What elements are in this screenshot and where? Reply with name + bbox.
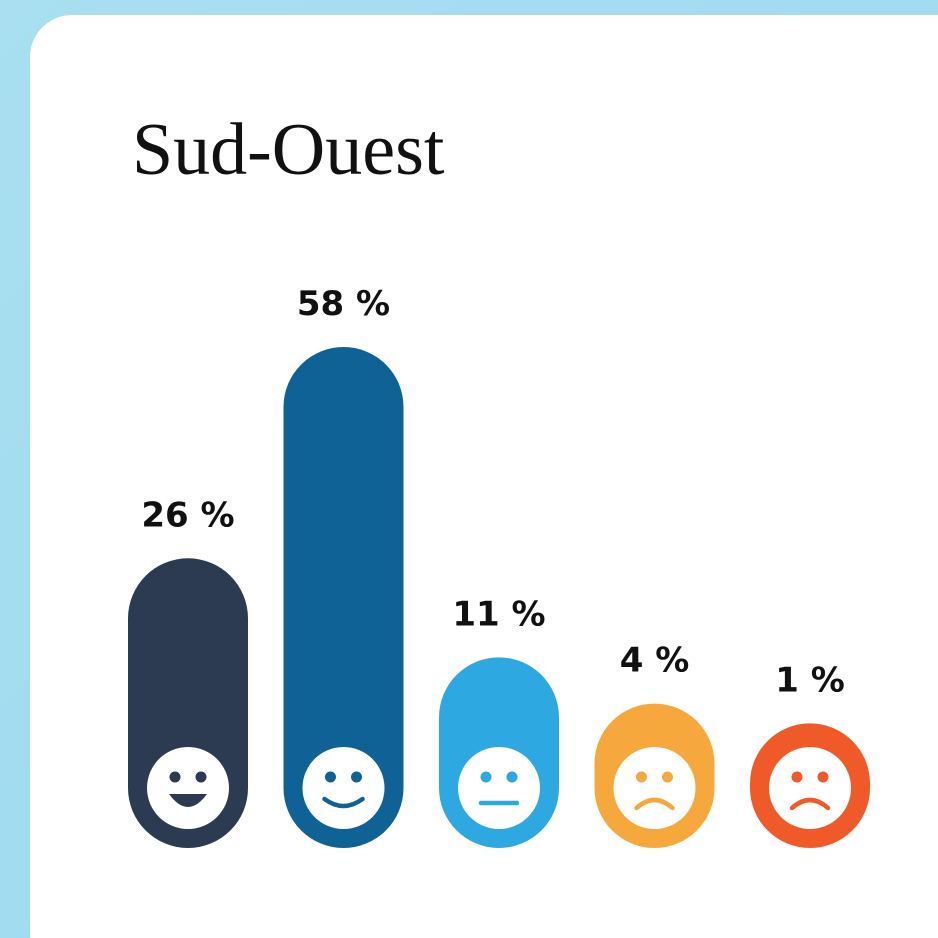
bar <box>283 347 404 848</box>
value-label: 1 % <box>775 660 845 700</box>
face-eye <box>506 771 518 783</box>
bars: 26 % 58 % 11 % 4 % 1 % <box>128 284 870 848</box>
face-mouth <box>322 796 365 809</box>
face-eye <box>351 771 362 783</box>
face-eye <box>169 771 181 783</box>
face-mouth <box>169 794 207 807</box>
face-eye <box>325 771 336 783</box>
face-eye <box>636 771 647 783</box>
face-mouth <box>789 797 831 811</box>
value-label: 58 % <box>297 284 390 324</box>
face-eye <box>195 771 207 783</box>
value-label: 4 % <box>620 641 690 681</box>
value-label: 11 % <box>452 594 545 634</box>
face <box>458 747 540 829</box>
face-eye <box>662 771 673 783</box>
chart-title: Sud-Ouest <box>132 109 445 191</box>
card <box>30 15 938 938</box>
face <box>147 747 229 829</box>
face-eye <box>480 771 492 783</box>
face <box>769 747 851 829</box>
face-eye <box>817 771 829 783</box>
value-label: 26 % <box>141 495 234 535</box>
face-mouth <box>634 797 675 811</box>
face-eye <box>791 771 803 783</box>
face <box>613 747 696 829</box>
face <box>302 747 385 829</box>
